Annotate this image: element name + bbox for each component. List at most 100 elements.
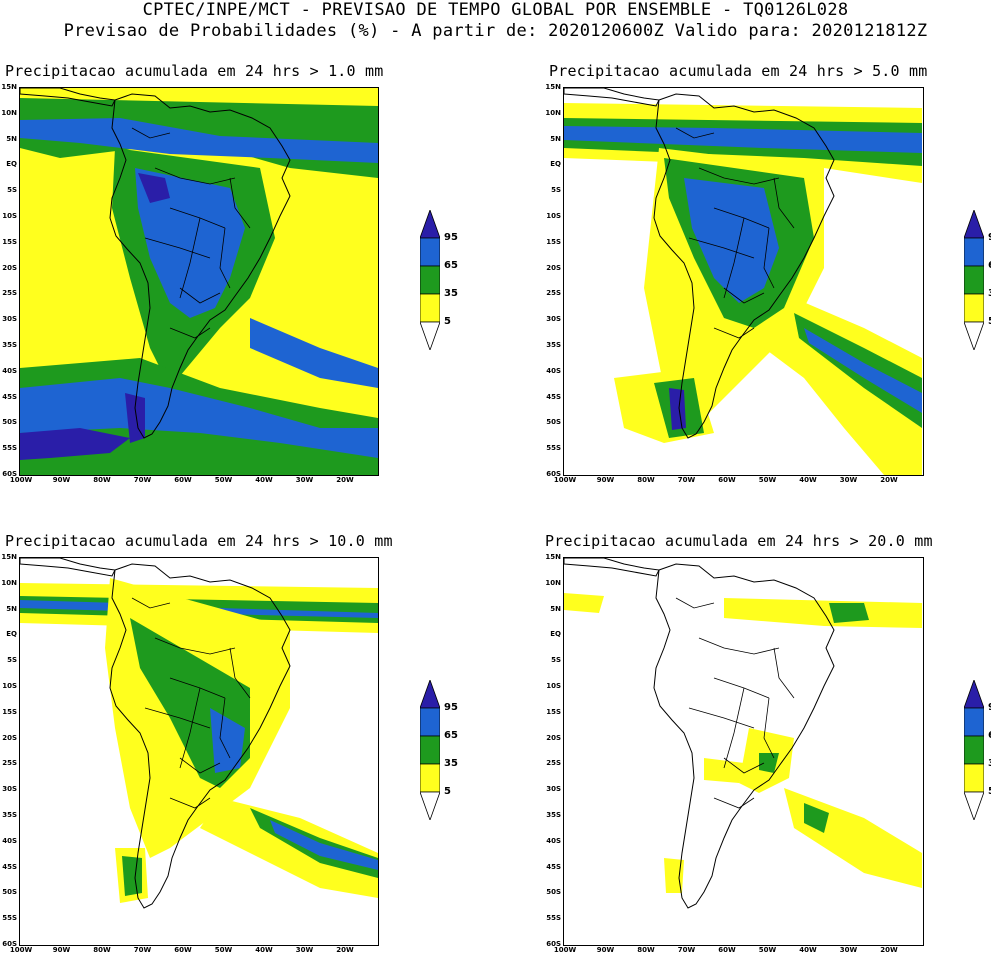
- lat-label: 55S: [546, 914, 561, 923]
- legend-level-label: 95: [988, 232, 991, 243]
- lat-label: 10S: [546, 212, 561, 220]
- lon-label: 80W: [637, 476, 655, 484]
- country-border: [763, 227, 775, 289]
- country-border: [723, 217, 745, 299]
- lon-label: 50W: [214, 476, 233, 484]
- lat-label: 25S: [546, 759, 561, 768]
- lon-label: 30W: [839, 946, 858, 954]
- legend-level-label: 35: [444, 288, 458, 299]
- lon-label: 90W: [52, 946, 71, 954]
- map-canvas: [20, 558, 378, 909]
- legend-swatch-below-5: [419, 791, 441, 822]
- lat-label: 40S: [546, 366, 561, 375]
- probability-shade-c65: [564, 126, 922, 153]
- legend-level-label: 5: [988, 316, 991, 327]
- continent-outline: [109, 93, 291, 439]
- lat-label: 25S: [2, 759, 17, 768]
- country-border: [144, 707, 211, 729]
- probability-shade-c35: [829, 603, 869, 623]
- legend-swatch-c95: [963, 208, 985, 239]
- legend-level-label: 35: [988, 758, 991, 769]
- lon-label: 40W: [799, 946, 817, 954]
- country-border: [773, 647, 795, 699]
- lat-label: EQ: [550, 630, 561, 639]
- legend-panel-10mm: 95 65 35 5: [419, 678, 458, 822]
- lat-label: 30S: [546, 315, 561, 324]
- lon-label: 100W: [553, 476, 577, 484]
- lon-label: 70W: [677, 476, 696, 484]
- central-america-outline: [20, 88, 116, 107]
- legend-level-label: 5: [444, 786, 451, 797]
- lon-label: 30W: [295, 946, 314, 954]
- lat-label: 15S: [546, 237, 561, 246]
- lat-label: 10N: [545, 108, 561, 117]
- lat-label: 50S: [546, 418, 561, 427]
- lat-label: 5S: [7, 186, 17, 195]
- legend-colorbar: [419, 208, 441, 352]
- country-border: [763, 697, 775, 759]
- lat-label: 20S: [2, 733, 17, 742]
- lat-label: 15N: [545, 83, 561, 91]
- country-border: [219, 697, 231, 759]
- legend-level-label: 95: [444, 702, 458, 713]
- country-border: [723, 757, 765, 774]
- country-border: [179, 757, 221, 774]
- probability-shade-c65: [20, 378, 378, 458]
- country-border: [675, 127, 715, 139]
- country-border: [713, 797, 755, 809]
- lon-label: 20W: [336, 476, 354, 484]
- legend-level-label: 95: [444, 232, 458, 243]
- lon-label: 60W: [718, 476, 736, 484]
- country-border: [773, 177, 795, 229]
- lon-label: 80W: [93, 946, 111, 954]
- legend-swatch-c5: [963, 763, 985, 793]
- lat-label: 60S: [2, 940, 17, 948]
- lon-label: 40W: [255, 946, 273, 954]
- legend-level-label: 65: [988, 730, 991, 741]
- continent-outline: [653, 93, 835, 439]
- lat-label: EQ: [6, 630, 17, 639]
- lon-label: 20W: [880, 946, 898, 954]
- lat-label: 35S: [546, 341, 561, 349]
- legend-swatch-c95: [963, 678, 985, 709]
- country-border: [169, 327, 211, 339]
- country-border: [688, 707, 755, 729]
- lon-label: 90W: [596, 476, 615, 484]
- legend-panel-5mm: 95 65 35 5: [963, 208, 991, 352]
- lat-label: 55S: [546, 444, 561, 453]
- country-border: [131, 127, 171, 139]
- legend-swatch-c65: [963, 707, 985, 737]
- legend-swatch-c5: [419, 763, 441, 793]
- lat-label: 50S: [2, 888, 17, 897]
- country-border: [154, 167, 236, 185]
- lon-label: 90W: [596, 946, 615, 954]
- country-border: [131, 597, 171, 609]
- legend-swatch-c35: [419, 735, 441, 765]
- map-panel-10mm: [19, 557, 379, 946]
- lon-label: 60W: [718, 946, 736, 954]
- lat-label: 20S: [546, 263, 561, 272]
- country-border: [229, 177, 251, 229]
- country-border: [723, 287, 765, 304]
- lon-label: 100W: [9, 476, 33, 484]
- lat-label: EQ: [6, 160, 17, 169]
- probability-shade-c5: [664, 858, 684, 893]
- lon-label: 20W: [336, 946, 354, 954]
- legend-swatch-below-5: [419, 321, 441, 352]
- country-border: [169, 797, 211, 809]
- legend-swatch-c65: [419, 707, 441, 737]
- lat-label: 5S: [551, 656, 561, 665]
- lat-label: 50S: [2, 418, 17, 427]
- continent-outline: [109, 563, 291, 909]
- lat-label: 10N: [1, 108, 17, 117]
- lon-label: 70W: [133, 476, 152, 484]
- country-border: [675, 597, 715, 609]
- legend-level-label: 5: [988, 786, 991, 797]
- probability-shade-c65: [250, 318, 378, 388]
- lat-label: 30S: [2, 315, 17, 324]
- lat-label: 35S: [546, 811, 561, 819]
- lat-label: 10S: [546, 682, 561, 690]
- legend-swatch-c35: [419, 265, 441, 295]
- lat-label: EQ: [550, 160, 561, 169]
- lat-label: 60S: [546, 470, 561, 478]
